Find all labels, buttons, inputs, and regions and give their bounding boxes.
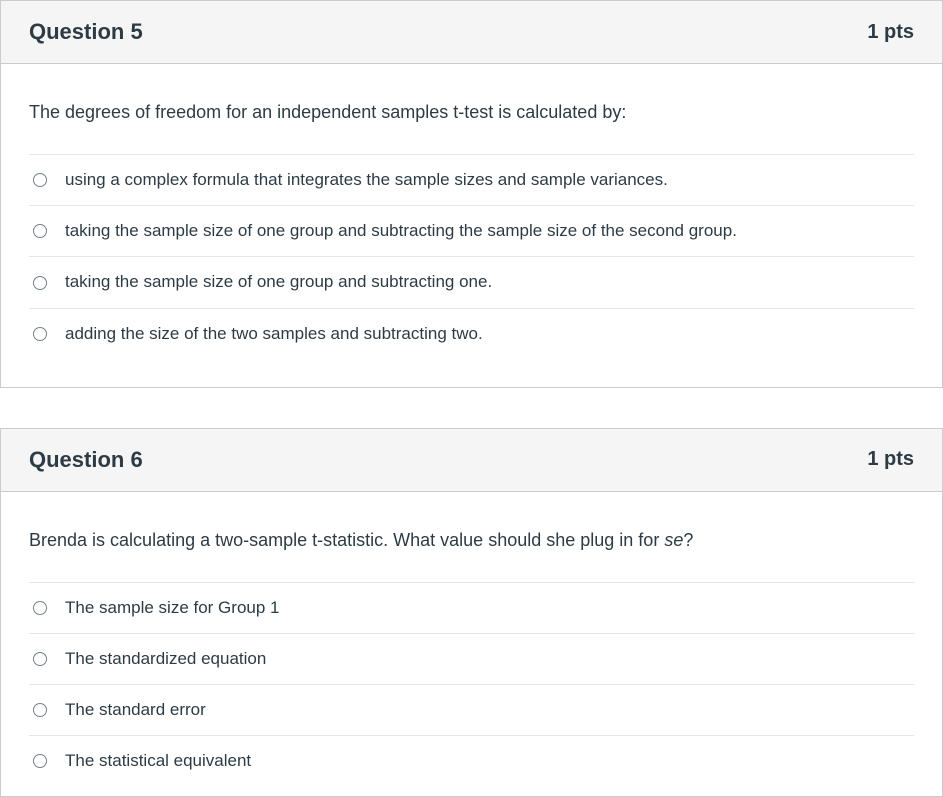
question-prompt: The degrees of freedom for an independen… xyxy=(29,100,914,124)
option-row[interactable]: The standardized equation xyxy=(29,634,914,685)
prompt-pre: Brenda is calculating a two-sample t-sta… xyxy=(29,530,664,550)
options-list: The sample size for Group 1 The standard… xyxy=(29,582,914,786)
question-points: 1 pts xyxy=(867,21,914,44)
option-row[interactable]: taking the sample size of one group and … xyxy=(29,206,914,257)
question-body: The degrees of freedom for an independen… xyxy=(1,64,942,387)
option-text: The standard error xyxy=(65,699,206,721)
radio-icon[interactable] xyxy=(33,703,47,717)
question-card: Question 5 1 pts The degrees of freedom … xyxy=(0,0,943,388)
question-card: Question 6 1 pts Brenda is calculating a… xyxy=(0,428,943,797)
radio-icon[interactable] xyxy=(33,224,47,238)
radio-icon[interactable] xyxy=(33,173,47,187)
option-text: taking the sample size of one group and … xyxy=(65,220,737,242)
option-text: The sample size for Group 1 xyxy=(65,597,279,619)
question-header: Question 6 1 pts xyxy=(1,429,942,492)
option-text: taking the sample size of one group and … xyxy=(65,271,492,293)
option-text: using a complex formula that integrates … xyxy=(65,169,668,191)
option-row[interactable]: The standard error xyxy=(29,685,914,736)
radio-icon[interactable] xyxy=(33,754,47,768)
question-number: Question 5 xyxy=(29,19,143,45)
prompt-post: ? xyxy=(683,530,693,550)
option-text: adding the size of the two samples and s… xyxy=(65,323,483,345)
option-row[interactable]: The sample size for Group 1 xyxy=(29,583,914,634)
option-text: The standardized equation xyxy=(65,648,266,670)
question-header: Question 5 1 pts xyxy=(1,1,942,64)
option-row[interactable]: taking the sample size of one group and … xyxy=(29,257,914,308)
option-text: The statistical equivalent xyxy=(65,750,251,772)
option-row[interactable]: adding the size of the two samples and s… xyxy=(29,309,914,359)
radio-icon[interactable] xyxy=(33,327,47,341)
radio-icon[interactable] xyxy=(33,601,47,615)
radio-icon[interactable] xyxy=(33,276,47,290)
question-prompt: Brenda is calculating a two-sample t-sta… xyxy=(29,528,914,552)
radio-icon[interactable] xyxy=(33,652,47,666)
question-number: Question 6 xyxy=(29,447,143,473)
prompt-em: se xyxy=(664,530,683,550)
option-row[interactable]: The statistical equivalent xyxy=(29,736,914,786)
question-body: Brenda is calculating a two-sample t-sta… xyxy=(1,492,942,797)
question-points: 1 pts xyxy=(867,448,914,471)
option-row[interactable]: using a complex formula that integrates … xyxy=(29,155,914,206)
options-list: using a complex formula that integrates … xyxy=(29,154,914,358)
